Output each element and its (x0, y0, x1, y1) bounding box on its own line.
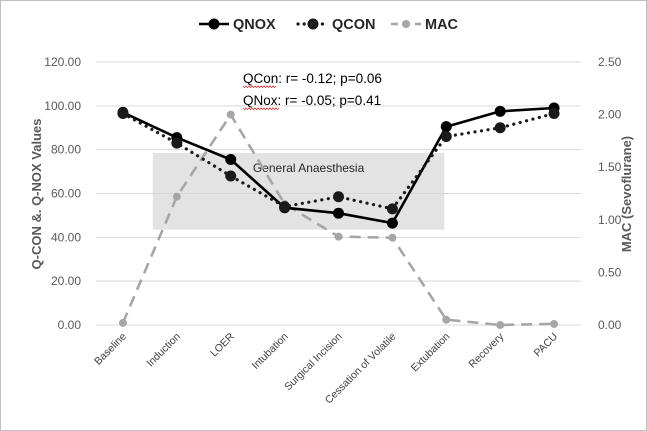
qcon-stats: : r= -0.12; p=0.06 (278, 71, 382, 86)
qnox-point (494, 105, 506, 117)
qnox-spellcheck-underline (242, 107, 280, 111)
mac-point (334, 232, 343, 241)
qnox-stats: : r= -0.05; p=0.41 (278, 93, 382, 108)
qcon-correlation-text: QCon: r= -0.12; p=0.06 (243, 71, 382, 86)
y-tick-label: 60.00 (51, 187, 81, 201)
qnox-point (225, 154, 237, 166)
category-label: Recovery (466, 330, 506, 370)
y-tick-label: 80.00 (51, 143, 81, 157)
y2-tick-label: 2.00 (598, 108, 622, 122)
qcon-point (386, 203, 398, 215)
mac-point (172, 192, 181, 201)
category-label: Baseline (92, 331, 129, 368)
y-tick-label: 40.00 (51, 230, 81, 244)
y-tick-label: 0.00 (58, 318, 82, 332)
qcon-point (171, 137, 183, 149)
right-axis-ticks: 0.00 0.50 1.00 1.50 2.00 2.50 (598, 55, 622, 332)
y2-tick-label: 0.50 (598, 265, 622, 279)
category-label: LOER (208, 330, 237, 359)
correlation-annotation: QCon: r= -0.12; p=0.06 QNox: r= -0.05; p… (242, 71, 382, 111)
legend: QNOX QCON MAC (199, 17, 459, 33)
y-tick-label: 120.00 (44, 55, 81, 69)
qnox-point (386, 217, 398, 229)
qcon-point (279, 201, 291, 213)
category-label: Surgical Incision (282, 331, 345, 394)
category-labels: Baseline Induction LOER IntubationSurgical … (92, 330, 560, 406)
category-label: Extubation (409, 331, 453, 375)
qnox-prefix: QNox (243, 93, 278, 108)
qcon-point (225, 170, 237, 182)
qcon-spellcheck-underline (242, 85, 277, 89)
mac-legend-label: MAC (425, 17, 459, 33)
y2-tick-label: 1.50 (598, 160, 622, 174)
mac-point (388, 233, 397, 242)
y-axis-title: Q-CON &. Q-NOX Values (29, 119, 44, 270)
left-axis-ticks: 0.00 20.00 40.00 60.00 80.00 100.00 120.00 (44, 55, 81, 332)
category-label: Intubation (250, 331, 291, 372)
shaded-region-layer: General Anaesthesia (152, 152, 445, 230)
qcon-point (548, 108, 560, 120)
qcon-prefix: QCon (243, 71, 278, 86)
series-layer (117, 102, 560, 329)
general-anaesthesia-label: General Anaesthesia (253, 161, 365, 175)
qnox-legend-label: QNOX (233, 17, 276, 33)
mac-point (550, 319, 559, 328)
qnox-point (333, 207, 344, 219)
qcon-point (117, 108, 129, 120)
qnox-correlation-text: QNox: r= -0.05; p=0.41 (243, 93, 381, 108)
qcon-legend-label: QCON (332, 17, 376, 33)
qcon-legend-marker (307, 18, 319, 30)
y2-tick-label: 1.00 (598, 213, 622, 227)
qcon-point (494, 122, 506, 134)
mac-point (226, 110, 235, 119)
y2-axis-title: MAC (Sevoflurane) (619, 136, 634, 252)
mac-point (118, 318, 127, 327)
category-label: Induction (144, 331, 183, 370)
qcon-point (333, 191, 344, 203)
qcon-point (440, 131, 452, 143)
qcon-series-line (121, 111, 556, 211)
category-label: PACU (532, 331, 561, 360)
mac-point (496, 321, 505, 329)
qnox-point (440, 121, 452, 133)
mac-point (442, 315, 451, 324)
mac-legend-marker (402, 20, 410, 28)
y2-tick-label: 0.00 (598, 318, 622, 332)
y-tick-label: 100.00 (44, 99, 81, 113)
y2-tick-label: 2.50 (598, 55, 622, 69)
qnox-legend-marker (208, 18, 220, 30)
y-tick-label: 20.00 (51, 274, 81, 288)
